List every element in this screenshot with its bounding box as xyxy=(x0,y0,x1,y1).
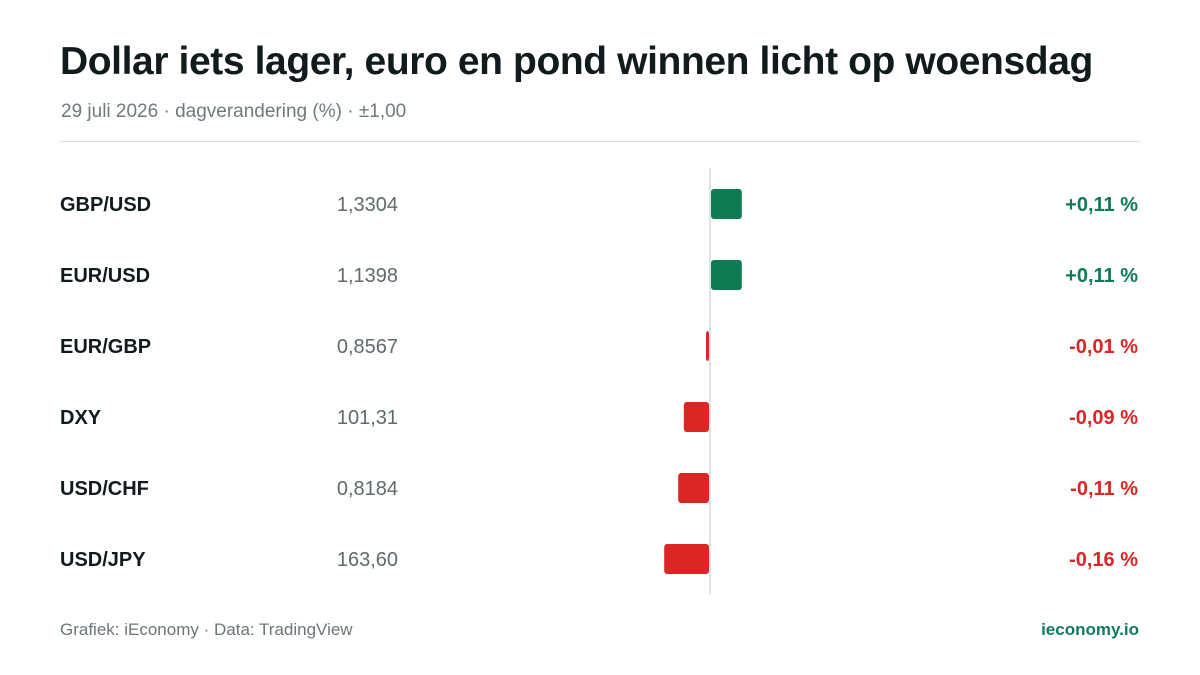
quote-value: 1,3304 xyxy=(337,194,398,216)
chart-title: Dollar iets lager, euro en pond winnen l… xyxy=(60,40,1093,83)
quote-value: 0,8184 xyxy=(337,478,398,500)
bar xyxy=(711,189,742,219)
change-label: -0,11 % xyxy=(1070,478,1138,500)
category-label: GBP/USD xyxy=(60,194,151,216)
bar xyxy=(683,402,709,432)
change-label: +0,11 % xyxy=(1065,194,1138,216)
brand-link[interactable]: ieconomy.io xyxy=(1041,620,1139,639)
quote-value: 163,60 xyxy=(337,549,398,571)
quote-value: 101,31 xyxy=(337,407,398,429)
source-credit: Grafiek: iEconomy · Data: TradingView xyxy=(60,620,353,639)
category-label: EUR/GBP xyxy=(60,336,151,358)
category-label: USD/JPY xyxy=(60,549,146,571)
header-divider xyxy=(60,141,1140,142)
category-label: EUR/USD xyxy=(60,265,150,287)
chart-subtitle: 29 juli 2026 · dagverandering (%) · ±1,0… xyxy=(61,101,407,122)
quote-value: 0,8567 xyxy=(337,336,398,358)
change-label: +0,11 % xyxy=(1065,265,1138,287)
change-label: -0,09 % xyxy=(1069,407,1138,429)
bar xyxy=(706,331,709,361)
bar xyxy=(678,473,709,503)
category-label: USD/CHF xyxy=(60,478,149,500)
change-label: -0,16 % xyxy=(1069,549,1138,571)
change-label: -0,01 % xyxy=(1069,336,1138,358)
bar xyxy=(711,260,742,290)
category-label: DXY xyxy=(60,407,102,429)
bar xyxy=(664,544,709,574)
quote-value: 1,1398 xyxy=(337,265,398,287)
